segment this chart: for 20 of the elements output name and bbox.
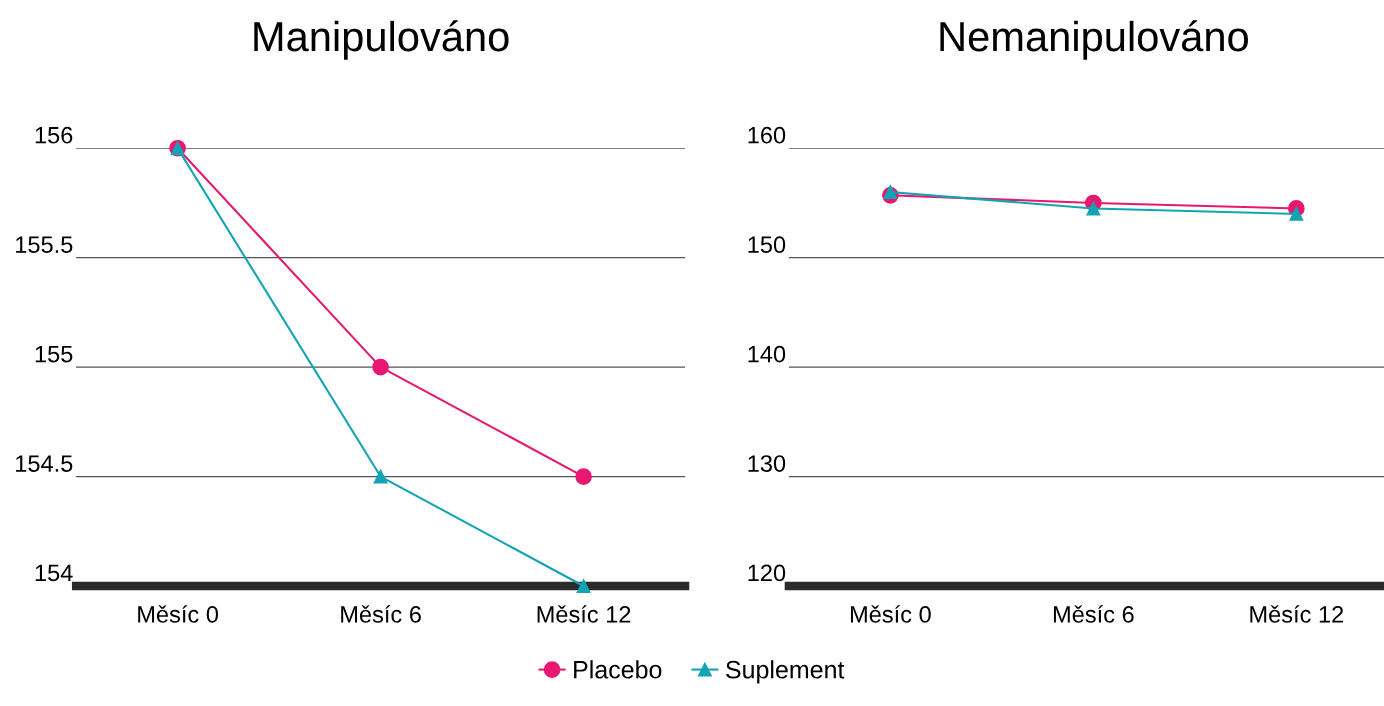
- y-tick-label: 150: [748, 236, 786, 254]
- x-tick-label: Měsíc 6: [341, 605, 421, 623]
- y-tick-label: 155: [35, 345, 73, 363]
- chart-title: Nemanipulováno: [940, 20, 1248, 60]
- chart-title: Manipulováno: [254, 20, 509, 60]
- legend-label: Suplement: [726, 660, 845, 684]
- y-tick-label: 155.5: [16, 236, 73, 254]
- y-tick-label: 140: [748, 345, 786, 363]
- y-tick-label: 160: [748, 126, 786, 144]
- y-tick-label: 156: [35, 126, 73, 144]
- y-tick-label: 154: [35, 564, 73, 582]
- y-tick-label: 154.5: [16, 455, 73, 472]
- x-tick-label: Měsíc 0: [850, 605, 931, 623]
- y-tick-label: 120: [748, 564, 786, 582]
- x-tick-label: Měsíc 0: [138, 605, 219, 623]
- y-tick-label: 130: [748, 455, 786, 472]
- x-tick-label: Měsíc 12: [537, 605, 631, 623]
- legend-label: Placebo: [574, 660, 662, 679]
- x-tick-label: Měsíc 6: [1053, 605, 1134, 623]
- x-tick-label: Měsíc 12: [1250, 605, 1344, 623]
